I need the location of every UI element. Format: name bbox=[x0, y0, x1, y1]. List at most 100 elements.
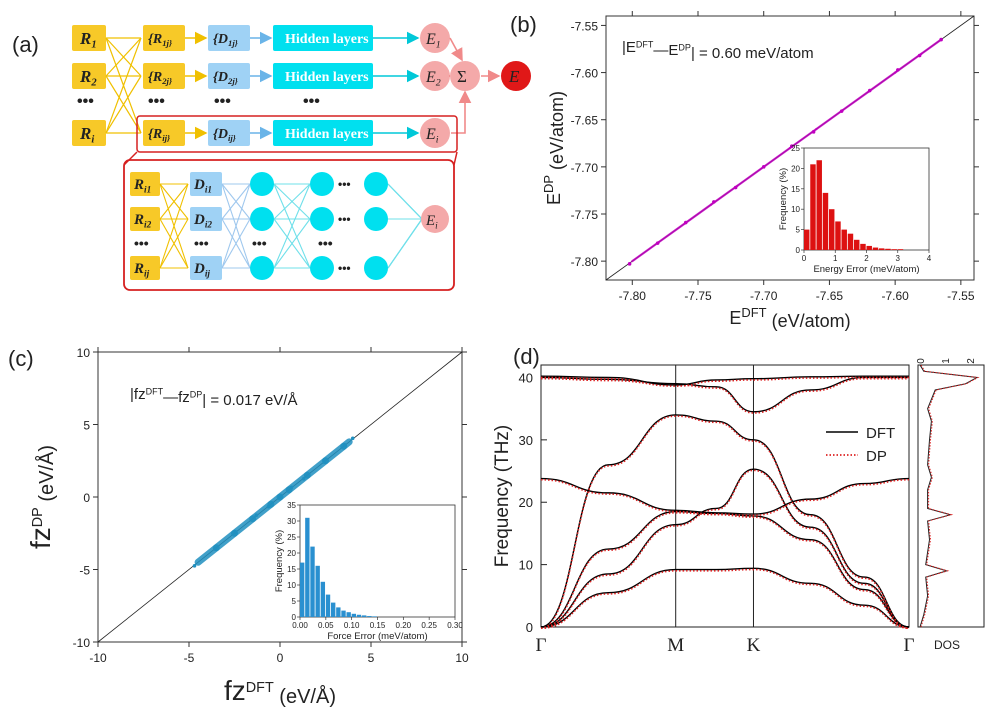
x-tick-label: -7.70 bbox=[750, 289, 778, 303]
connection-line bbox=[221, 218, 251, 269]
data-point bbox=[733, 185, 738, 190]
x-tick-label: -10 bbox=[89, 651, 107, 665]
inset-connector bbox=[123, 151, 138, 166]
dos-dp-line bbox=[920, 364, 980, 628]
histogram-bar bbox=[897, 249, 904, 250]
inset-y-tick-label: 25 bbox=[791, 144, 800, 153]
e-label: Ei bbox=[425, 126, 439, 145]
dft-band-line bbox=[540, 510, 910, 628]
x-tick-label: -5 bbox=[184, 651, 195, 665]
y-tick-label: 40 bbox=[519, 370, 533, 385]
histogram-bar bbox=[822, 192, 829, 250]
histogram-bar bbox=[320, 581, 326, 617]
data-point bbox=[343, 443, 347, 447]
histogram-bar bbox=[315, 565, 320, 617]
inset-r-box bbox=[130, 172, 160, 196]
r-box bbox=[72, 25, 106, 51]
dft-band-line bbox=[540, 414, 910, 628]
neuron bbox=[250, 172, 274, 196]
x-tick-label: -7.75 bbox=[684, 289, 712, 303]
neuron bbox=[250, 207, 274, 231]
panel-a-label: (a) bbox=[12, 32, 39, 57]
connection-line bbox=[159, 183, 189, 269]
ellipsis-dots: ••• bbox=[338, 261, 351, 275]
histogram-bar bbox=[866, 245, 872, 250]
total-energy-label: E bbox=[508, 67, 520, 86]
k-point-label: Γ bbox=[904, 635, 915, 656]
ellipsis-dots: ••• bbox=[214, 93, 231, 110]
inset-y-tick-label: 30 bbox=[287, 517, 296, 526]
hidden-layers-label: Hidden layers bbox=[285, 127, 369, 142]
connection-line bbox=[273, 218, 311, 269]
inset-x-tick-label: 0.00 bbox=[292, 621, 308, 630]
e-node bbox=[420, 61, 450, 91]
hidden-layers-box bbox=[273, 63, 373, 89]
histogram-bar bbox=[367, 616, 372, 617]
inset-x-tick-label: 0.05 bbox=[318, 621, 334, 630]
inset-y-tick-label: 0 bbox=[796, 246, 801, 255]
x-tick-label: -7.55 bbox=[947, 289, 975, 303]
r-label: R1 bbox=[79, 29, 97, 51]
ellipsis-dots: ••• bbox=[77, 93, 94, 110]
histogram-bar bbox=[854, 239, 860, 250]
error-annotation: |fzDFT—fzDP| = 0.017 eV/Å bbox=[130, 386, 297, 409]
data-point bbox=[322, 460, 327, 464]
inset-d-box bbox=[190, 207, 222, 231]
y-tick-label: 10 bbox=[77, 346, 91, 360]
inset-r-label: Rij bbox=[133, 261, 150, 279]
data-point-band bbox=[841, 90, 870, 112]
dp-band-line bbox=[540, 511, 910, 629]
hidden-layers-label: Hidden layers bbox=[285, 70, 369, 85]
connection-line bbox=[221, 183, 251, 269]
inset-d-label: Dij bbox=[193, 261, 210, 279]
histogram-bar bbox=[841, 229, 847, 250]
inset-y-tick-label: 20 bbox=[791, 164, 800, 173]
inset-r-label: Ri2 bbox=[133, 212, 152, 230]
histogram-bar bbox=[362, 615, 367, 617]
data-point-band bbox=[194, 544, 220, 566]
histogram-bar bbox=[835, 221, 841, 250]
data-point bbox=[917, 53, 922, 58]
connection-line bbox=[387, 183, 423, 220]
rij-label: {R1j} bbox=[148, 32, 172, 48]
dp-band-line bbox=[540, 376, 909, 387]
y-tick-label: 5 bbox=[83, 419, 90, 433]
data-point bbox=[811, 130, 816, 134]
y-tick-label: -10 bbox=[73, 636, 91, 650]
data-point-band bbox=[920, 38, 943, 55]
inset-x-axis-label: Energy Error (meV/atom) bbox=[813, 264, 919, 275]
inset-y-tick-label: 5 bbox=[292, 597, 297, 606]
histogram-bar bbox=[872, 247, 879, 250]
histogram-bar bbox=[341, 610, 346, 617]
neuron bbox=[250, 256, 274, 280]
panel-b-label: (b) bbox=[510, 12, 537, 37]
ellipsis-dots: ••• bbox=[194, 235, 209, 251]
data-point bbox=[350, 436, 355, 441]
connection-line bbox=[105, 37, 142, 77]
panel-d-label: (d) bbox=[513, 344, 540, 369]
dp-band-line bbox=[540, 469, 910, 629]
rij-label: {R2j} bbox=[148, 70, 172, 86]
data-point-band bbox=[231, 515, 257, 537]
r-label: Ri bbox=[79, 124, 94, 146]
k-point-label: Γ bbox=[536, 635, 547, 656]
x-tick-label: -7.65 bbox=[816, 289, 844, 303]
arrow bbox=[449, 37, 463, 62]
dos-tick-label: 2 bbox=[966, 358, 977, 364]
inset-x-tick-label: 0.25 bbox=[421, 621, 437, 630]
e-node bbox=[420, 23, 450, 53]
data-point-band bbox=[867, 71, 897, 93]
data-point bbox=[939, 37, 943, 42]
e-label: E1 bbox=[425, 31, 441, 50]
data-point bbox=[655, 241, 660, 245]
neuron bbox=[364, 256, 388, 280]
dos-tick-label: 1 bbox=[941, 358, 952, 364]
inset-connector bbox=[453, 151, 458, 166]
y-tick-label: -7.65 bbox=[571, 114, 599, 128]
dos-frame bbox=[917, 364, 985, 628]
dp-band-line bbox=[540, 377, 909, 414]
data-point bbox=[278, 495, 282, 499]
connection-line bbox=[159, 218, 189, 269]
data-point-band bbox=[762, 146, 792, 168]
